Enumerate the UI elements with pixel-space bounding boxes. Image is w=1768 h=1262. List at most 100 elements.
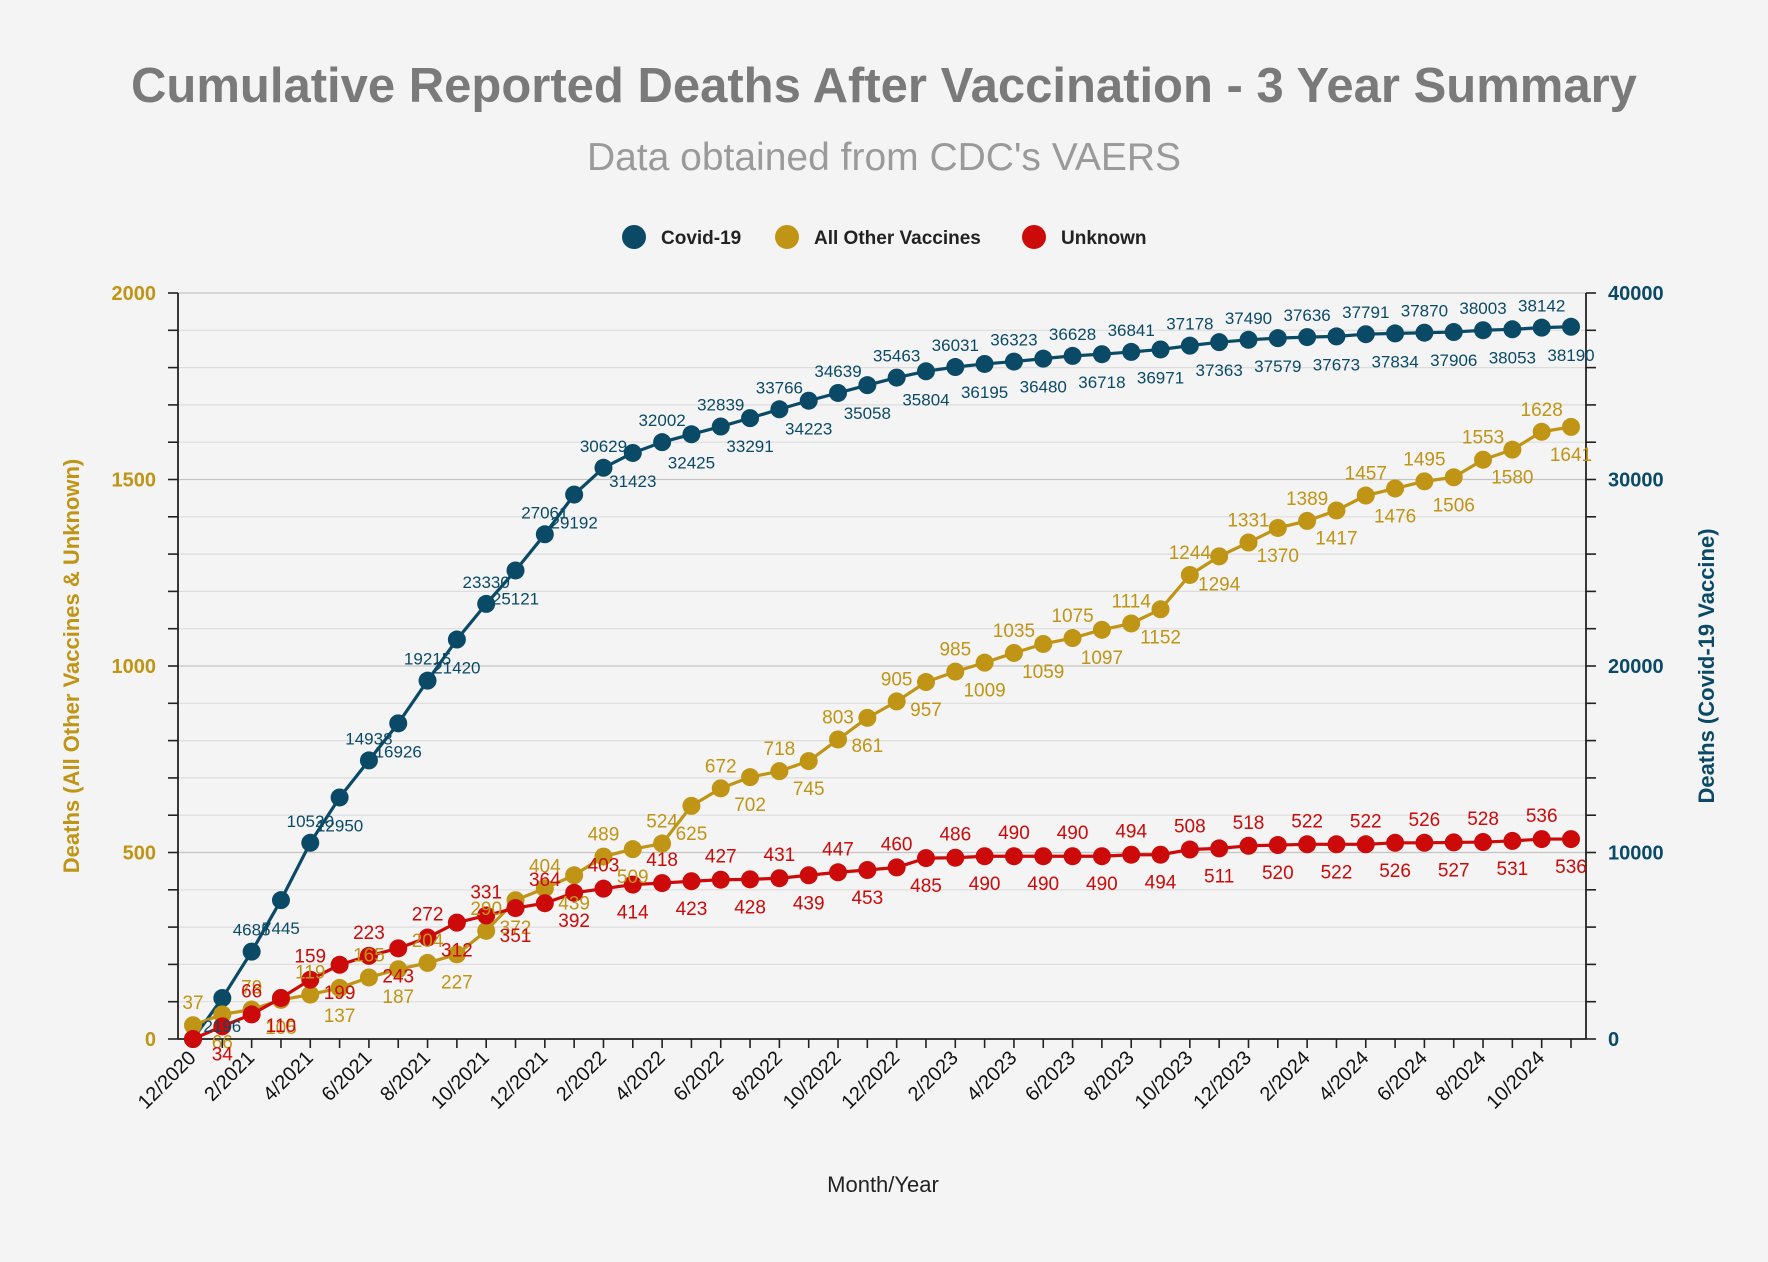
data-label: 364 bbox=[529, 870, 561, 891]
data-label: 27061 bbox=[521, 503, 568, 522]
legend-label: Unknown bbox=[1061, 228, 1147, 249]
data-label: 30629 bbox=[580, 437, 627, 456]
data-label: 490 bbox=[998, 823, 1030, 844]
left-tick-label: 0 bbox=[145, 1029, 156, 1051]
series-point bbox=[1239, 330, 1258, 349]
series-point bbox=[829, 730, 848, 749]
x-tick-label: 6/2024 bbox=[1373, 1047, 1432, 1106]
series-point bbox=[1180, 565, 1199, 584]
series-point bbox=[1122, 342, 1141, 361]
series-point bbox=[887, 368, 906, 387]
data-label: 531 bbox=[1497, 859, 1529, 880]
series-point bbox=[1327, 327, 1346, 346]
series-point bbox=[1063, 346, 1082, 365]
left-tick-label: 1000 bbox=[112, 656, 157, 678]
data-label: 536 bbox=[1526, 806, 1558, 827]
series-point bbox=[447, 630, 466, 649]
data-label: 1152 bbox=[1140, 627, 1181, 648]
data-label: 803 bbox=[822, 707, 854, 728]
series-point bbox=[447, 945, 466, 964]
series-point bbox=[887, 858, 906, 877]
data-label: 36195 bbox=[961, 383, 1008, 402]
data-label: 526 bbox=[1409, 810, 1441, 831]
data-label: 527 bbox=[1438, 860, 1470, 881]
data-label: 38053 bbox=[1489, 348, 1536, 367]
data-label: 243 bbox=[382, 966, 414, 987]
series-point bbox=[799, 866, 818, 885]
series-point bbox=[741, 870, 760, 889]
data-label: 32002 bbox=[638, 411, 685, 430]
data-label: 25121 bbox=[492, 589, 539, 608]
data-label: 2196 bbox=[203, 1017, 241, 1036]
legend-marker bbox=[775, 225, 799, 249]
series-point bbox=[565, 485, 584, 504]
data-label: 490 bbox=[1057, 823, 1089, 844]
data-label: 21420 bbox=[433, 659, 480, 678]
data-label: 16926 bbox=[375, 742, 422, 761]
data-label: 428 bbox=[734, 897, 766, 918]
series-point bbox=[359, 946, 378, 965]
series-point bbox=[1415, 833, 1434, 852]
data-label: 37579 bbox=[1254, 357, 1301, 376]
data-label: 7445 bbox=[262, 919, 300, 938]
data-label: 66 bbox=[212, 1032, 233, 1053]
right-tick-label: 20000 bbox=[1608, 656, 1664, 678]
series-point bbox=[1268, 836, 1287, 855]
series-point bbox=[565, 883, 584, 902]
data-label: 34223 bbox=[785, 420, 832, 439]
data-label: 32839 bbox=[697, 396, 744, 415]
data-label: 508 bbox=[1174, 817, 1206, 838]
series-point bbox=[301, 970, 320, 989]
series-point bbox=[389, 714, 408, 733]
data-label: 331 bbox=[470, 883, 502, 904]
series-point bbox=[301, 985, 320, 1004]
data-label: 34639 bbox=[814, 362, 861, 381]
series-point bbox=[213, 989, 232, 1008]
series-point bbox=[711, 417, 730, 436]
left-tick-label: 2000 bbox=[112, 283, 157, 305]
series-point bbox=[1151, 845, 1170, 864]
series-point bbox=[1034, 349, 1053, 368]
data-label: 431 bbox=[764, 845, 796, 866]
x-tick-label: 4/2023 bbox=[963, 1047, 1022, 1106]
series-point bbox=[711, 870, 730, 889]
data-label: 1580 bbox=[1491, 468, 1533, 489]
series-point bbox=[1532, 422, 1551, 441]
data-label: 110 bbox=[266, 1016, 296, 1037]
data-label: 187 bbox=[382, 987, 414, 1008]
series-point bbox=[1004, 847, 1023, 866]
series-point bbox=[359, 968, 378, 987]
series-point bbox=[1386, 479, 1405, 498]
data-label: 625 bbox=[676, 824, 708, 845]
series-point bbox=[1503, 831, 1522, 850]
data-label: 439 bbox=[793, 893, 825, 914]
left-tick-label: 500 bbox=[123, 843, 156, 865]
data-label: 414 bbox=[617, 903, 649, 924]
data-label: 520 bbox=[1262, 863, 1294, 884]
x-axis-title: Month/Year bbox=[827, 1172, 939, 1197]
series-point bbox=[271, 988, 290, 1007]
data-label: 36031 bbox=[932, 336, 979, 355]
x-tick-label: 2/2024 bbox=[1256, 1047, 1315, 1106]
data-label: 427 bbox=[705, 847, 737, 868]
x-tick-label: 8/2022 bbox=[728, 1047, 787, 1106]
data-label: 37490 bbox=[1225, 309, 1272, 328]
data-label: 490 bbox=[1027, 874, 1059, 895]
right-tick-label: 40000 bbox=[1608, 283, 1664, 305]
data-label: 31423 bbox=[609, 472, 656, 491]
series-point bbox=[975, 653, 994, 672]
data-label: 36718 bbox=[1078, 373, 1125, 392]
series-layer bbox=[184, 317, 1580, 1048]
x-tick-label: 10/2024 bbox=[1483, 1047, 1550, 1114]
series-point bbox=[1239, 533, 1258, 552]
data-label: 36628 bbox=[1049, 325, 1096, 344]
data-label: 1009 bbox=[963, 681, 1005, 702]
data-label: 418 bbox=[646, 850, 678, 871]
series-point bbox=[594, 847, 613, 866]
data-label: 37906 bbox=[1430, 351, 1477, 370]
series-point bbox=[946, 358, 965, 377]
data-label: 526 bbox=[1379, 861, 1411, 882]
x-tick-label: 6/2022 bbox=[669, 1047, 728, 1106]
data-label: 23330 bbox=[463, 573, 510, 592]
